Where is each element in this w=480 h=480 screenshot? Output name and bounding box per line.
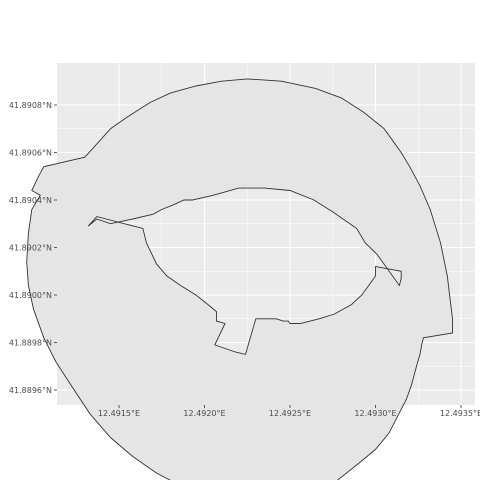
y-tick-label: 41.8906°N bbox=[9, 149, 52, 158]
axis-ticks bbox=[54, 104, 462, 408]
x-tick-label: 12.4935°E bbox=[440, 409, 480, 418]
y-tick-label: 41.8896°N bbox=[9, 386, 52, 395]
x-tick-label: 12.4915°E bbox=[98, 409, 140, 418]
y-axis-tick-labels: 41.8896°N 41.8898°N 41.8900°N 41.8902°N 41.8… bbox=[9, 101, 52, 395]
x-tick-label: 12.4920°E bbox=[183, 409, 225, 418]
building-footprint-shape bbox=[26, 78, 453, 480]
y-tick-label: 41.8904°N bbox=[9, 196, 52, 205]
y-tick-label: 41.8900°N bbox=[9, 291, 52, 300]
x-axis-tick-labels: 12.4915°E 12.4920°E 12.4925°E 12.4930°E 12.4… bbox=[98, 409, 480, 418]
y-tick-label: 41.8908°N bbox=[9, 101, 52, 110]
x-tick-label: 12.4925°E bbox=[269, 409, 311, 418]
y-tick-label: 41.8902°N bbox=[9, 244, 52, 253]
y-tick-label: 41.8898°N bbox=[9, 339, 52, 348]
x-tick-label: 12.4930°E bbox=[354, 409, 396, 418]
